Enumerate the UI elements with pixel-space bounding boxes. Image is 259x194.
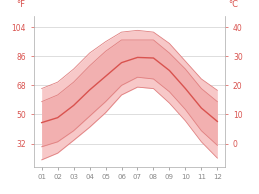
Text: °C: °C — [229, 0, 239, 10]
Text: °F: °F — [16, 0, 25, 10]
